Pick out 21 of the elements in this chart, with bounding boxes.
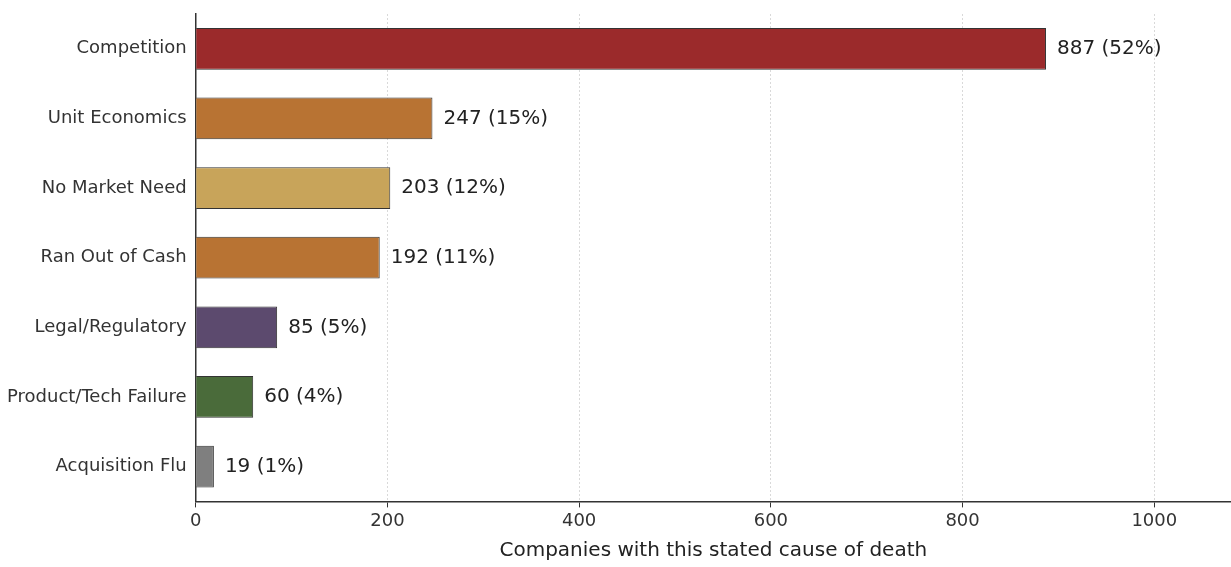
x-tick-label: 400: [561, 508, 597, 530]
data-label: 887 (52%): [1056, 35, 1162, 60]
y-tick-label: Competition: [76, 36, 187, 58]
data-label: 192 (11%): [390, 243, 496, 268]
y-tick-label: Unit Economics: [47, 106, 187, 128]
y-tick-label: Acquisition Flu: [55, 454, 187, 476]
y-tick-label: Ran Out of Cash: [40, 245, 187, 267]
x-tick-label: 800: [945, 508, 980, 530]
x-tick-label: 0: [189, 508, 202, 530]
x-axis-title: Companies with this stated cause of death: [499, 537, 928, 562]
y-tick-label: No Market Need: [41, 175, 187, 197]
data-label: 85 (5%): [288, 313, 368, 338]
x-tick-label: 200: [370, 508, 405, 530]
data-label: 19 (1%): [224, 452, 305, 477]
x-tick-label: 600: [753, 508, 789, 530]
y-tick-label: Legal/Regulatory: [34, 315, 187, 336]
data-label: 203 (12%): [401, 174, 506, 199]
data-label: 247 (15%): [443, 104, 549, 129]
y-tick-label: Product/Tech Failure: [6, 384, 187, 406]
data-label: 60 (4%): [264, 383, 344, 408]
x-tick-label: 1000: [1131, 508, 1178, 530]
